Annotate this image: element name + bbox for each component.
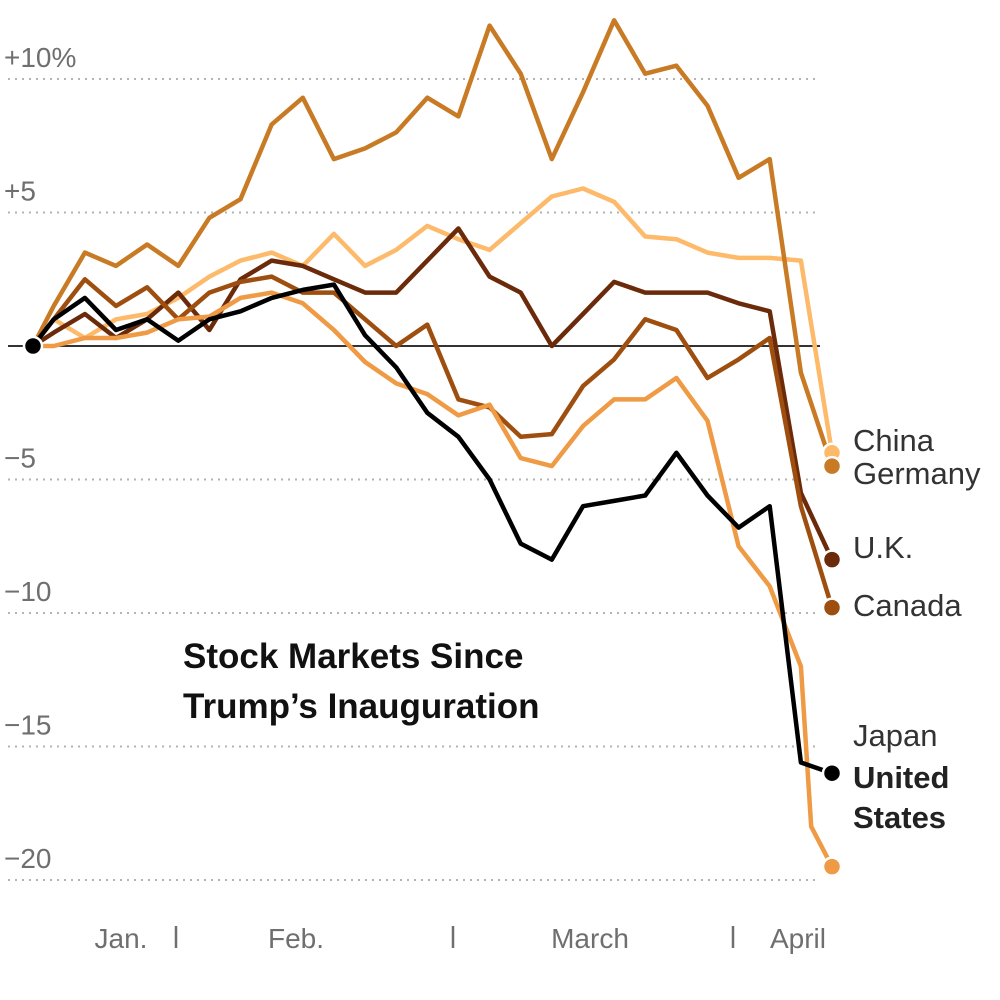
y-tick-label-4: −10 bbox=[4, 576, 52, 607]
x-tick-label-3: April bbox=[770, 923, 826, 954]
x-tick-label-1: Feb. bbox=[268, 923, 324, 954]
end-label-united: United bbox=[853, 760, 949, 795]
series-start-dot bbox=[22, 335, 44, 357]
end-label-canada: Canada bbox=[853, 588, 962, 623]
end-label-china: China bbox=[853, 423, 935, 458]
series-end-dot-3 bbox=[821, 597, 843, 618]
series-end-markers bbox=[22, 335, 843, 877]
series-end-dot-1 bbox=[821, 455, 843, 477]
x-tick-label-2: March bbox=[551, 923, 629, 954]
end-label-japan: Japan bbox=[853, 718, 937, 753]
y-tick-label-5: −15 bbox=[4, 710, 52, 741]
end-label-uk: U.K. bbox=[853, 530, 913, 565]
series-end-dot-2 bbox=[821, 549, 843, 570]
y-tick-label-6: −20 bbox=[4, 843, 52, 874]
y-tick-label-0: +10% bbox=[4, 42, 76, 73]
series-end-dot-5 bbox=[821, 762, 843, 784]
chart-title-line-1: Stock Markets Since bbox=[183, 637, 523, 676]
series-line-4 bbox=[30, 290, 835, 869]
y-tick-label-3: −5 bbox=[4, 443, 36, 474]
y-axis-tick-labels: +10% +5 −5 −10 −15 −20 bbox=[4, 42, 76, 874]
x-tick-label-0: Jan. bbox=[95, 923, 148, 954]
series-end-dot-4 bbox=[821, 856, 843, 877]
end-label-states: States bbox=[853, 800, 946, 835]
end-label-germany: Germany bbox=[853, 456, 981, 491]
y-tick-label-1: +5 bbox=[4, 176, 36, 207]
x-axis-tick-labels: Jan. Feb. March April bbox=[95, 923, 826, 954]
series-line-2 bbox=[30, 226, 835, 562]
series-line-1 bbox=[30, 18, 835, 469]
chart-title-line-2: Trump’s Inauguration bbox=[183, 687, 540, 726]
series-line-5 bbox=[30, 282, 835, 776]
series-line-3 bbox=[30, 274, 835, 610]
series-lines bbox=[30, 18, 835, 869]
